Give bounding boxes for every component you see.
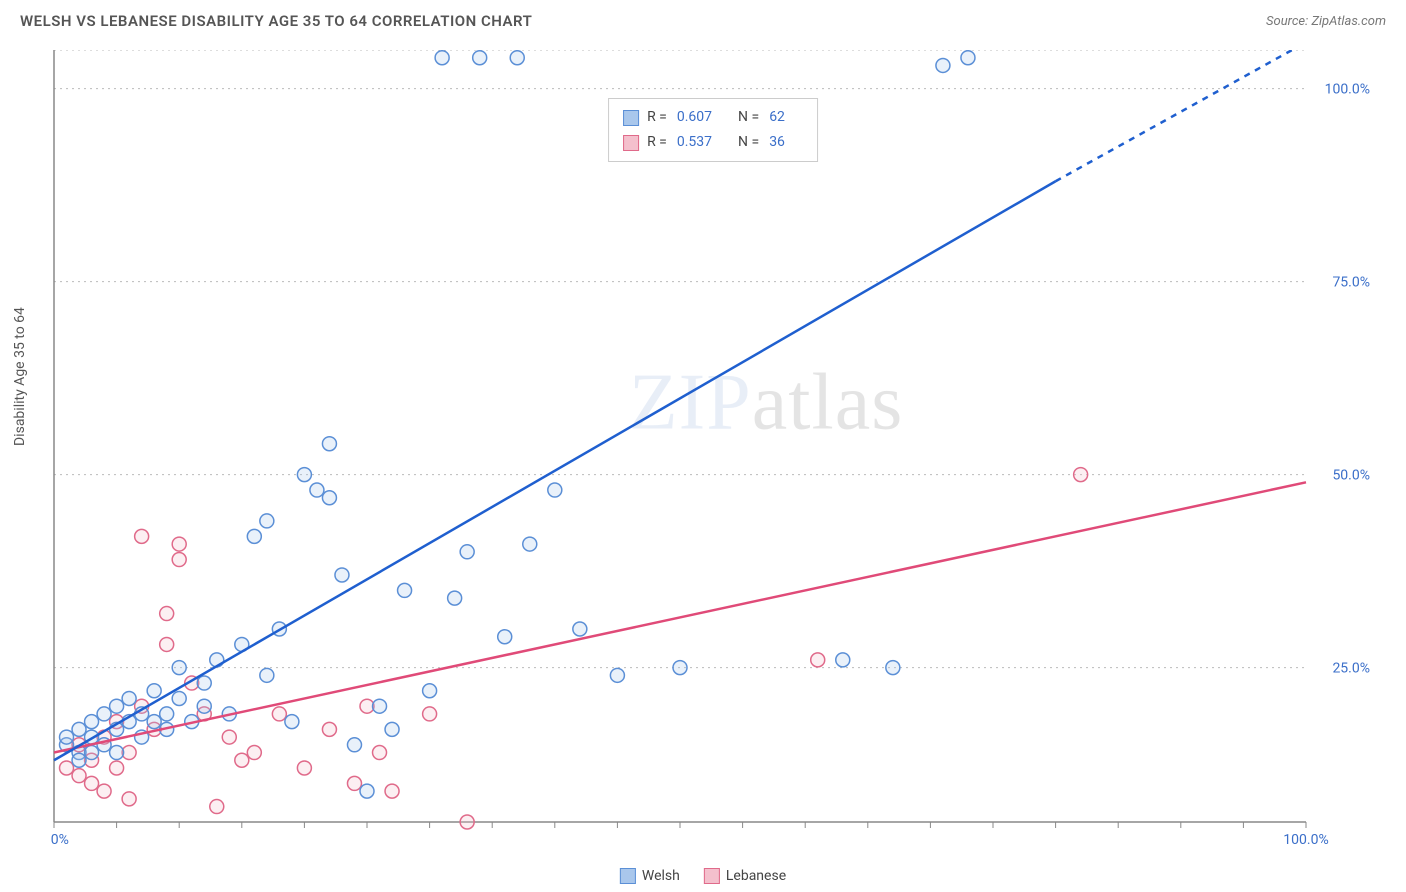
plot-area: 25.0%50.0%75.0%100.0%0.0%100.0% ZIPatlas… bbox=[50, 50, 1376, 852]
svg-text:0.0%: 0.0% bbox=[50, 832, 69, 848]
legend-row-welsh: R = 0.607 N = 62 bbox=[623, 105, 803, 130]
chart-header: WELSH VS LEBANESE DISABILITY AGE 35 TO 6… bbox=[0, 0, 1406, 38]
scatter-plot-svg: 25.0% 50.0% 75.0% 100.0% 0.0% 100.0% bbox=[50, 50, 1376, 852]
svg-text:25.0%: 25.0% bbox=[1332, 661, 1370, 677]
swatch-welsh bbox=[623, 110, 639, 126]
legend-item-welsh: Welsh bbox=[620, 868, 680, 884]
source-attribution: Source: ZipAtlas.com bbox=[1266, 14, 1386, 29]
y-axis-label: Disability Age 35 to 64 bbox=[12, 307, 28, 446]
series-legend: Welsh Lebanese bbox=[620, 868, 786, 884]
svg-text:75.0%: 75.0% bbox=[1332, 275, 1370, 291]
swatch-welsh bbox=[620, 868, 636, 884]
svg-text:100.0%: 100.0% bbox=[1325, 82, 1370, 98]
swatch-lebanese bbox=[704, 868, 720, 884]
legend-item-lebanese: Lebanese bbox=[704, 868, 786, 884]
svg-text:50.0%: 50.0% bbox=[1332, 468, 1370, 484]
correlation-legend: R = 0.607 N = 62 R = 0.537 N = 36 bbox=[608, 98, 818, 162]
swatch-lebanese bbox=[623, 135, 639, 151]
svg-text:100.0%: 100.0% bbox=[1283, 832, 1328, 848]
chart-title: WELSH VS LEBANESE DISABILITY AGE 35 TO 6… bbox=[20, 12, 532, 30]
legend-row-lebanese: R = 0.537 N = 36 bbox=[623, 130, 803, 155]
